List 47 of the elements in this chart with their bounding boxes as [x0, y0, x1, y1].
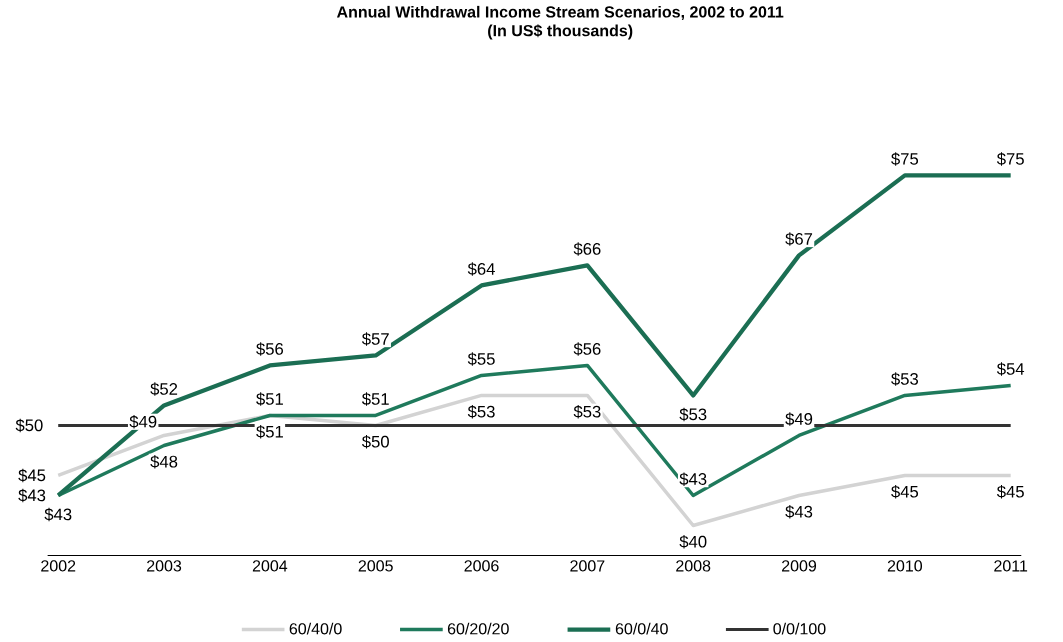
x-tick-label: 2009 — [782, 560, 817, 572]
data-label: $56 — [573, 342, 601, 357]
data-label: $45 — [891, 485, 919, 499]
data-label: $64 — [467, 262, 495, 276]
data-label: $75 — [891, 152, 919, 166]
data-label: $55 — [467, 352, 495, 367]
data-label: $49 — [129, 415, 157, 429]
data-label: $50 — [15, 418, 43, 433]
data-label: $52 — [150, 382, 178, 397]
chart-title: Annual Withdrawal Income Stream Scenarios, 2002 to 2011 — [336, 6, 784, 21]
data-label: $54 — [996, 362, 1025, 377]
data-label: $56 — [256, 342, 284, 357]
data-label: $51 — [256, 392, 283, 407]
data-label: $51 — [256, 425, 283, 439]
data-label: $67 — [785, 232, 813, 246]
data-label: $40 — [679, 535, 707, 549]
data-label: $43 — [679, 472, 707, 487]
data-label: $53 — [679, 407, 707, 422]
data-label: $53 — [467, 405, 495, 419]
data-label: $53 — [573, 405, 601, 419]
data-label: $75 — [996, 152, 1024, 166]
x-tick-label: 2005 — [358, 560, 393, 572]
data-label: $53 — [891, 372, 919, 387]
x-tick-label: 2011 — [994, 560, 1028, 572]
data-label: $50 — [361, 435, 389, 449]
x-tick-label: 2008 — [676, 560, 711, 572]
data-label: $43 — [785, 505, 813, 519]
legend-label: 60/40/0 — [289, 622, 342, 635]
x-tick-label: 2004 — [252, 560, 288, 572]
x-tick-label: 2006 — [464, 560, 499, 572]
data-label: $57 — [361, 332, 389, 346]
data-label: $45 — [18, 468, 46, 483]
legend-label: 60/0/40 — [615, 622, 668, 635]
x-tick-label: 2010 — [887, 560, 923, 572]
x-tick-label: 2007 — [570, 560, 605, 572]
data-label: $43 — [44, 507, 72, 522]
data-label: $51 — [361, 392, 389, 407]
x-tick-label: 2003 — [147, 560, 182, 572]
data-label: $48 — [150, 455, 178, 469]
data-label: $43 — [18, 488, 46, 503]
data-label: $49 — [785, 412, 813, 427]
data-label: $66 — [573, 242, 601, 256]
data-label: $45 — [996, 485, 1024, 499]
legend-label: 0/0/100 — [773, 622, 826, 635]
chart-subtitle: (In US$ thousands) — [488, 24, 633, 40]
legend-label: 60/20/20 — [447, 622, 509, 635]
x-tick-label: 2002 — [41, 560, 76, 572]
